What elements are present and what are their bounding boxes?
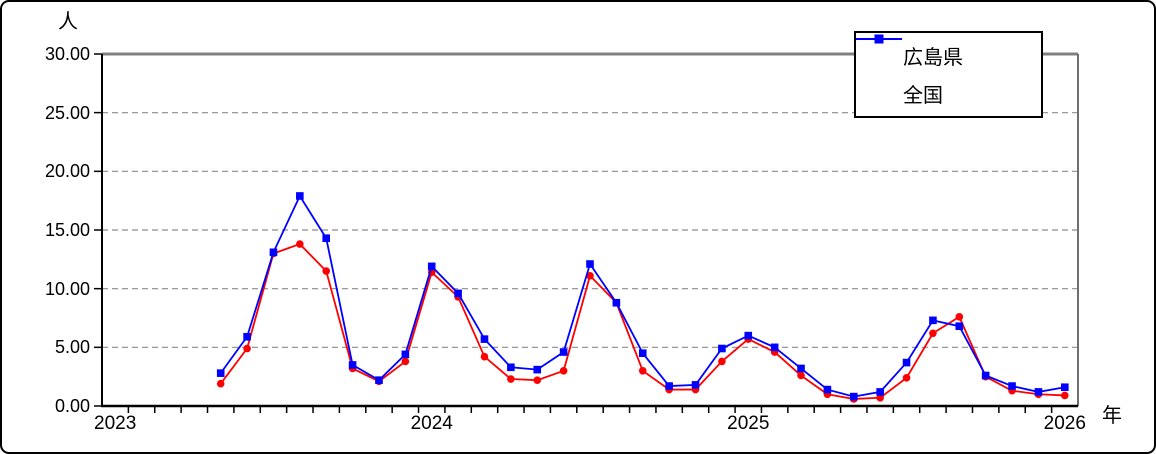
y-tick-label: 15.00 bbox=[44, 220, 90, 240]
data-point-hiroshima bbox=[401, 357, 410, 366]
y-tick-label: 5.00 bbox=[54, 337, 90, 358]
x-tick-label-2023: 2023 bbox=[94, 413, 137, 434]
series-line-national bbox=[219, 194, 1065, 398]
data-point-hiroshima bbox=[480, 352, 489, 361]
data-point-national bbox=[691, 381, 700, 389]
data-point-national bbox=[823, 385, 832, 394]
data-point-national bbox=[375, 376, 383, 384]
data-point-national bbox=[718, 344, 726, 353]
y-tick-label: 10.00 bbox=[44, 278, 90, 299]
data-point-hiroshima bbox=[902, 374, 911, 382]
data-point-hiroshima bbox=[797, 371, 805, 380]
data-point-national bbox=[981, 371, 990, 380]
data-point-national bbox=[296, 192, 304, 200]
data-point-national bbox=[401, 350, 410, 359]
x-axis-unit-label: 年 bbox=[1102, 405, 1122, 427]
data-point-national bbox=[586, 260, 594, 268]
data-point-national bbox=[849, 392, 858, 401]
data-point-hiroshima bbox=[1061, 391, 1069, 400]
data-point-hiroshima bbox=[955, 313, 964, 321]
y-axis-unit-label: 人 bbox=[58, 11, 78, 33]
data-point-national bbox=[427, 262, 436, 271]
data-point-national bbox=[612, 298, 621, 307]
data-point-national bbox=[770, 343, 779, 352]
legend: 広島県 全国 bbox=[854, 31, 1043, 118]
data-point-national bbox=[955, 322, 964, 331]
data-point-hiroshima bbox=[507, 375, 515, 383]
data-point-national bbox=[269, 248, 278, 257]
y-tick-label: 25.00 bbox=[44, 102, 90, 123]
data-point-hiroshima bbox=[638, 367, 647, 375]
legend-item-national: 全国 bbox=[856, 34, 1041, 113]
x-tick-label-2024: 2024 bbox=[410, 413, 453, 434]
data-point-national bbox=[1008, 382, 1016, 390]
legend-marker-national-icon bbox=[856, 34, 902, 44]
data-point-hiroshima bbox=[718, 357, 726, 366]
data-point-national bbox=[454, 289, 462, 298]
legend-label-hiroshima: 広島県 bbox=[903, 47, 963, 70]
data-point-hiroshima bbox=[243, 344, 251, 353]
data-point-hiroshima bbox=[216, 379, 225, 388]
data-point-hiroshima bbox=[559, 367, 568, 375]
x-tick-label-2025: 2025 bbox=[727, 413, 770, 434]
data-point-national bbox=[243, 332, 251, 341]
data-point-hiroshima bbox=[296, 240, 304, 248]
data-point-national bbox=[1034, 388, 1043, 396]
data-point-national bbox=[559, 348, 568, 356]
data-point-national bbox=[876, 388, 884, 396]
data-point-hiroshima bbox=[876, 393, 884, 402]
data-point-national bbox=[533, 365, 542, 374]
data-point-hiroshima bbox=[322, 267, 331, 275]
data-point-national bbox=[507, 363, 515, 372]
data-point-hiroshima bbox=[533, 376, 542, 384]
data-point-national bbox=[348, 361, 357, 369]
data-point-national bbox=[638, 349, 647, 357]
data-point-national bbox=[1061, 383, 1069, 392]
y-tick-label: 0.00 bbox=[54, 396, 90, 416]
data-point-national bbox=[902, 358, 911, 367]
y-tick-label: 20.00 bbox=[44, 161, 90, 182]
data-point-hiroshima bbox=[586, 271, 594, 280]
data-point-national bbox=[665, 382, 673, 390]
data-point-national bbox=[216, 369, 225, 377]
data-point-national bbox=[322, 234, 331, 243]
data-point-national bbox=[797, 364, 805, 373]
data-point-national bbox=[744, 331, 753, 340]
data-point-hiroshima bbox=[929, 329, 937, 338]
y-tick-label: 30.00 bbox=[44, 44, 90, 64]
legend-label-national: 全国 bbox=[903, 84, 943, 107]
data-point-national bbox=[929, 316, 937, 325]
data-point-national bbox=[480, 335, 489, 343]
x-tick-label-2026: 2026 bbox=[1043, 413, 1086, 434]
